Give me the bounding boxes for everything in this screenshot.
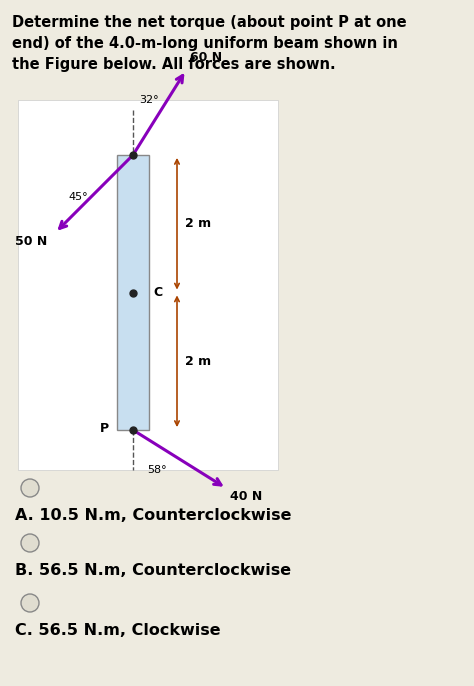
Text: 60 N: 60 N [190,51,222,64]
Text: Determine the net torque (about point P at one
end) of the 4.0-m-long uniform be: Determine the net torque (about point P … [12,15,407,72]
Text: C. 56.5 N.m, Clockwise: C. 56.5 N.m, Clockwise [15,623,220,638]
Text: 50 N: 50 N [15,235,47,248]
Text: P: P [100,421,109,434]
Text: B. 56.5 N.m, Counterclockwise: B. 56.5 N.m, Counterclockwise [15,563,291,578]
Text: 32°: 32° [139,95,159,105]
Text: C: C [153,286,162,299]
Text: 45°: 45° [68,192,88,202]
Circle shape [21,479,39,497]
Bar [117,155,149,430]
Bar [18,100,278,470]
Text: 2 m: 2 m [185,217,211,230]
Text: 58°: 58° [147,465,167,475]
Text: 2 m: 2 m [185,355,211,368]
Circle shape [21,594,39,612]
Circle shape [21,534,39,552]
Text: 40 N: 40 N [230,490,263,504]
Text: A. 10.5 N.m, Counterclockwise: A. 10.5 N.m, Counterclockwise [15,508,292,523]
